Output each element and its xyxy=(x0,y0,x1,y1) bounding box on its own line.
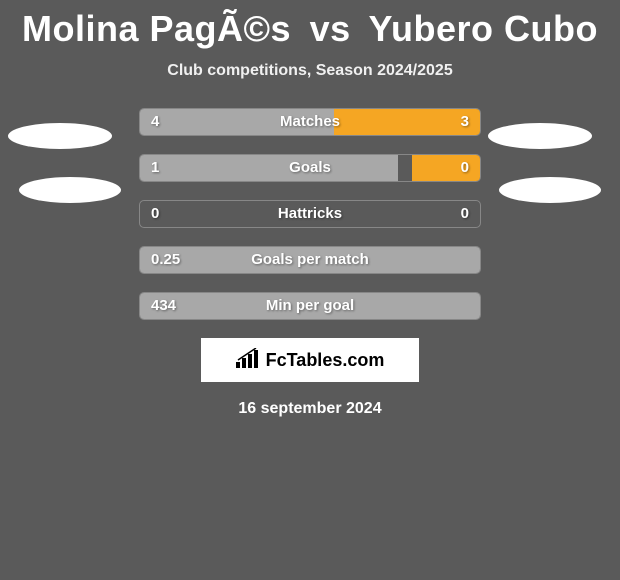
logo-box: FcTables.com xyxy=(201,338,419,382)
stat-label: Goals xyxy=(139,154,481,182)
logo: FcTables.com xyxy=(236,348,385,373)
stat-row: 434Min per goal xyxy=(139,292,481,320)
player2-name: Yubero Cubo xyxy=(369,8,599,49)
bar-chart-icon xyxy=(236,348,260,373)
stat-row: 1Goals0 xyxy=(139,154,481,182)
player1-name: Molina PagÃ©s xyxy=(22,8,291,49)
stat-value-right: 3 xyxy=(461,108,469,136)
stat-value-right: 0 xyxy=(461,200,469,228)
subtitle: Club competitions, Season 2024/2025 xyxy=(0,62,620,80)
stat-row: 0.25Goals per match xyxy=(139,246,481,274)
stat-row: 0Hattricks0 xyxy=(139,200,481,228)
stat-label: Matches xyxy=(139,108,481,136)
vs-text: vs xyxy=(310,8,351,49)
stat-label: Min per goal xyxy=(139,292,481,320)
stat-label: Hattricks xyxy=(139,200,481,228)
logo-text: FcTables.com xyxy=(266,350,385,371)
stats-area: 4Matches31Goals00Hattricks00.25Goals per… xyxy=(0,108,620,320)
date-text: 16 september 2024 xyxy=(0,400,620,418)
stat-row: 4Matches3 xyxy=(139,108,481,136)
stat-label: Goals per match xyxy=(139,246,481,274)
page-title: Molina PagÃ©s vs Yubero Cubo xyxy=(0,0,620,50)
stat-value-right: 0 xyxy=(461,154,469,182)
